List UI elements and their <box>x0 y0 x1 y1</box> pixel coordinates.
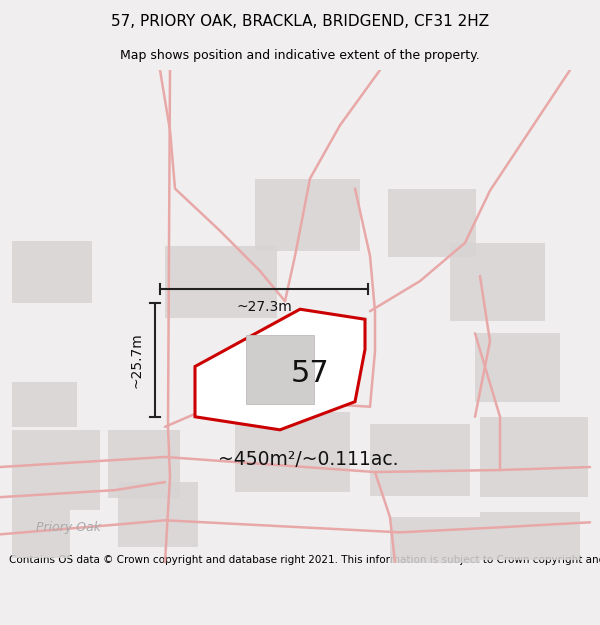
Bar <box>390 518 480 568</box>
Bar <box>12 510 70 559</box>
Bar <box>388 189 476 257</box>
Bar <box>12 241 92 303</box>
Text: ~25.7m: ~25.7m <box>130 332 144 388</box>
Text: 57, PRIORY OAK, BRACKLA, BRIDGEND, CF31 2HZ: 57, PRIORY OAK, BRACKLA, BRIDGEND, CF31 … <box>111 14 489 29</box>
Text: ~450m²/~0.111ac.: ~450m²/~0.111ac. <box>218 451 398 469</box>
Bar <box>12 382 77 427</box>
Polygon shape <box>195 309 365 430</box>
Bar <box>165 246 277 318</box>
Bar <box>118 482 198 548</box>
Bar <box>12 430 100 510</box>
Polygon shape <box>246 336 314 404</box>
Bar <box>370 424 470 496</box>
Bar <box>235 412 350 492</box>
Bar <box>480 512 580 561</box>
Text: Map shows position and indicative extent of the property.: Map shows position and indicative extent… <box>120 49 480 62</box>
Bar <box>475 333 560 402</box>
Bar <box>450 243 545 321</box>
Text: Priory Oak: Priory Oak <box>35 521 101 534</box>
Text: 57: 57 <box>290 359 329 388</box>
Text: Contains OS data © Crown copyright and database right 2021. This information is : Contains OS data © Crown copyright and d… <box>9 554 600 564</box>
Bar <box>480 417 588 497</box>
Text: ~27.3m: ~27.3m <box>236 300 292 314</box>
Bar <box>108 430 180 498</box>
Bar <box>255 179 360 251</box>
